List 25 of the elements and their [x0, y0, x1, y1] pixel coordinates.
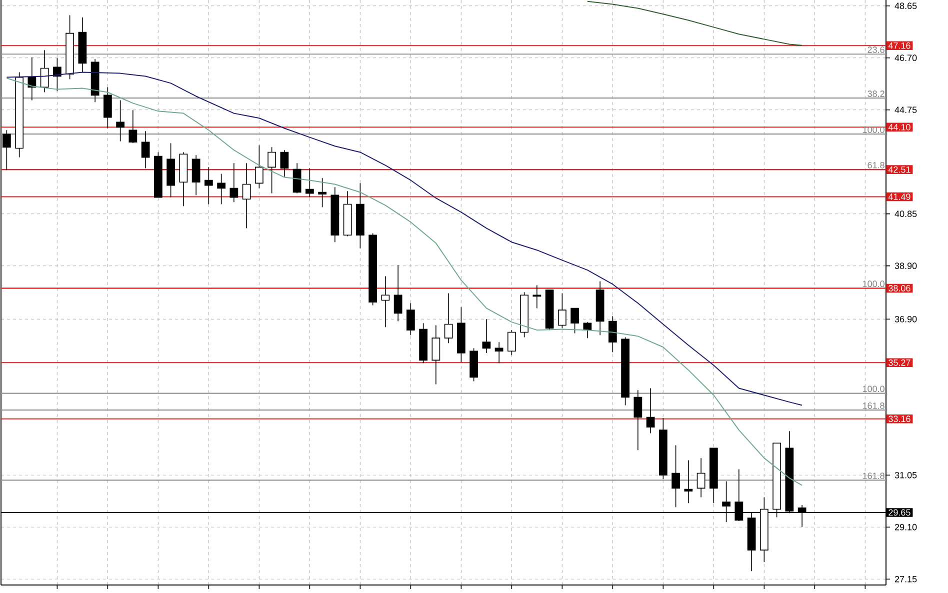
y-tick-label: 36.90 — [894, 316, 917, 322]
ref-line-label: 38.06 — [888, 285, 910, 292]
annotation: 23.6 — [868, 46, 884, 53]
y-tick-label: 40.85 — [894, 210, 917, 218]
annotation: 100.0 — [862, 280, 884, 288]
annotation: 161.8 — [862, 402, 884, 409]
ref-line-label: 29.65 — [888, 509, 910, 516]
annotation: 61.8 — [868, 162, 884, 168]
ref-line-label: 35.27 — [888, 359, 910, 366]
y-tick-label: 48.65 — [894, 2, 917, 10]
annotation: 100.0 — [862, 386, 884, 392]
ref-line-label: 44.10 — [888, 124, 910, 130]
y-tick-label: 38.90 — [894, 262, 917, 270]
y-tick-label: 27.15 — [894, 576, 917, 582]
annotation: 161.8 — [862, 472, 884, 480]
ref-line-label: 33.16 — [888, 416, 910, 422]
annotation: 100.0 — [862, 126, 884, 133]
y-tick-label: 44.75 — [894, 106, 917, 113]
ref-line-label: 47.16 — [888, 42, 910, 49]
ref-line-label: 42.51 — [888, 166, 910, 173]
annotation: 38.2 — [868, 90, 884, 97]
y-tick-label: 31.05 — [894, 472, 917, 478]
y-tick-label: 29.10 — [894, 524, 917, 530]
y-tick-label: 46.70 — [894, 54, 917, 62]
ref-line-label: 41.49 — [888, 194, 910, 200]
